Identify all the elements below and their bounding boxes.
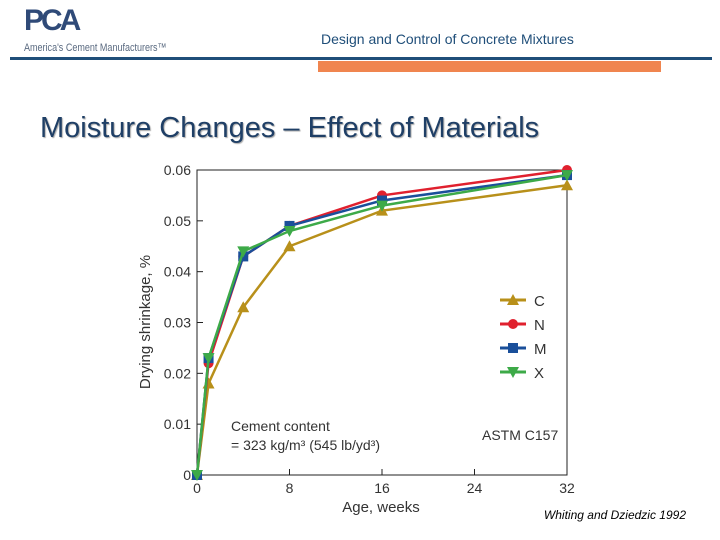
x-tick-label: 0 xyxy=(193,480,201,496)
pca-logo: PCA xyxy=(24,4,81,37)
y-tick-label: 0.06 xyxy=(164,162,191,178)
x-axis-label: Age, weeks xyxy=(342,499,420,516)
logo-tagline: America's Cement Manufacturers™ xyxy=(24,42,167,54)
data-point-M xyxy=(377,195,387,206)
y-tick-label: 0 xyxy=(183,467,191,483)
data-point-X xyxy=(191,470,203,481)
x-tick-label: 16 xyxy=(374,480,390,496)
series-line-X xyxy=(195,173,568,476)
data-point-C xyxy=(202,377,215,389)
slide-title: Moisture Changes – Effect of Materials xyxy=(40,112,540,144)
legend-label-M: M xyxy=(534,341,547,358)
y-axis-label: Drying shrinkage, % xyxy=(137,255,154,389)
cement-note-1: Cement content xyxy=(231,418,330,434)
header-rule xyxy=(10,57,712,60)
legend-label-C: C xyxy=(534,293,545,310)
y-tick-label: 0.02 xyxy=(164,365,191,381)
x-tick-label: 32 xyxy=(559,480,575,496)
y-tick-label: 0.04 xyxy=(164,264,191,280)
legend-marker-X xyxy=(507,367,519,378)
series-line-C xyxy=(195,184,568,476)
data-point-M xyxy=(284,220,295,231)
legend-label-N: N xyxy=(534,317,545,334)
data-point-X xyxy=(202,353,215,365)
standard-note: ASTM C157 xyxy=(482,427,558,443)
data-point-X xyxy=(283,226,296,237)
citation: Whiting and Dziedzic 1992 xyxy=(543,508,686,522)
data-point-C xyxy=(561,179,573,191)
cement-note-2: = 323 kg/m³ (545 lb/yd³) xyxy=(231,437,380,453)
data-point-X xyxy=(237,246,250,258)
legend-marker-C xyxy=(507,294,519,305)
y-tick-label: 0.01 xyxy=(164,416,191,432)
x-tick-label: 24 xyxy=(467,480,483,496)
data-point-C xyxy=(283,240,296,252)
accent-bar xyxy=(318,61,661,72)
header-title: Design and Control of Concrete Mixtures xyxy=(321,31,574,47)
y-tick-label: 0.03 xyxy=(164,315,191,331)
legend-marker-N xyxy=(508,319,518,329)
series-X xyxy=(191,170,573,481)
data-point-X xyxy=(376,200,388,212)
data-point-X xyxy=(561,170,573,182)
legend-marker-M xyxy=(508,343,518,353)
legend-label-X: X xyxy=(534,365,544,382)
y-tick-label: 0.05 xyxy=(164,213,191,229)
data-point-C xyxy=(237,301,250,313)
x-tick-label: 8 xyxy=(286,480,294,496)
